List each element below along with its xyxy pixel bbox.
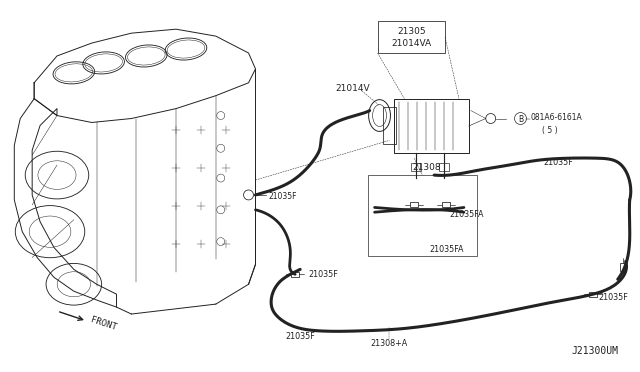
- Bar: [383, 107, 396, 144]
- Text: FRONT: FRONT: [90, 315, 118, 333]
- Text: 21035F: 21035F: [285, 332, 315, 341]
- Text: ( 5 ): ( 5 ): [542, 126, 558, 135]
- Bar: [412, 163, 421, 171]
- Text: 21014V: 21014V: [335, 84, 369, 93]
- Bar: [291, 272, 299, 277]
- Text: 081A6-6161A: 081A6-6161A: [531, 113, 582, 122]
- Text: 21305: 21305: [397, 27, 426, 36]
- Bar: [410, 202, 419, 207]
- Bar: [439, 163, 449, 171]
- Text: 21035F: 21035F: [308, 270, 338, 279]
- Text: J21300UM: J21300UM: [572, 346, 618, 356]
- Bar: [620, 263, 625, 271]
- Bar: [394, 99, 469, 153]
- Text: 21035F: 21035F: [543, 158, 573, 167]
- Text: 21035F: 21035F: [268, 192, 297, 201]
- Text: 21308+A: 21308+A: [371, 339, 408, 348]
- Text: 21014VA: 21014VA: [391, 39, 431, 48]
- Text: 21308: 21308: [412, 163, 441, 171]
- Bar: [378, 21, 445, 53]
- Bar: [367, 175, 477, 256]
- Text: 21035FA: 21035FA: [449, 210, 484, 219]
- Bar: [589, 292, 597, 296]
- Bar: [442, 202, 450, 207]
- Text: 21035F: 21035F: [598, 293, 628, 302]
- Text: B: B: [518, 115, 523, 124]
- Text: 21035FA: 21035FA: [429, 245, 463, 254]
